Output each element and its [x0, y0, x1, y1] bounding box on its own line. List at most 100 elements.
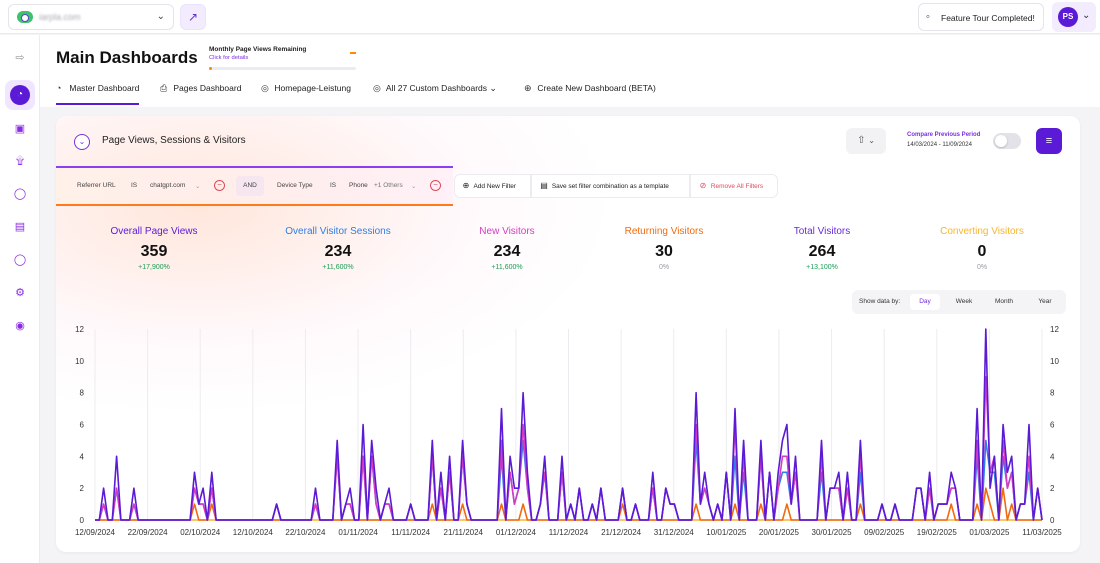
filter-1-field[interactable]: Referrer URL: [77, 182, 116, 189]
compare-toggle[interactable]: [993, 133, 1021, 149]
show-by-week[interactable]: Week: [955, 298, 973, 305]
y-tick-label: 12: [75, 325, 84, 334]
dashboard-header: Main Dashboards Monthly Page Views Remai…: [40, 35, 1100, 107]
shopping-bag-icon: ▣: [14, 123, 26, 135]
tab-create-dashboard[interactable]: ⊕ Create New Dashboard (BETA): [524, 83, 656, 105]
globe-icon: ◎: [373, 83, 381, 93]
block-icon: ⊘: [699, 181, 707, 190]
compare-range: 14/03/2024 - 11/09/2024: [907, 142, 972, 148]
metric-page-views[interactable]: Overall Page Views 359 +17,900%: [74, 226, 234, 271]
remove-filter-1-icon[interactable]: −: [214, 180, 225, 191]
y-tick-label: 12: [1050, 325, 1059, 334]
sidebar-item-sessions[interactable]: ▤: [9, 216, 31, 238]
metric-total-visitors[interactable]: Total Visitors 264 +13,100%: [742, 226, 902, 271]
spiral-icon: ۩: [15, 155, 25, 167]
metric-delta: +13,100%: [806, 264, 838, 271]
y-tick-label: 10: [75, 357, 84, 366]
globe-icon: ◎: [261, 83, 269, 93]
chevron-down-icon: ⌄: [156, 11, 165, 22]
chevron-down-icon: ⌄: [195, 183, 201, 190]
metric-delta: 0%: [658, 264, 670, 271]
chart-settings-button[interactable]: ≡: [1036, 128, 1062, 154]
user-icon: ◉: [15, 320, 25, 332]
tab-custom-dashboards[interactable]: ◎ All 27 Custom Dashboards ⌄: [373, 83, 497, 105]
metric-value: 234: [493, 243, 521, 260]
save-icon: ▤: [540, 181, 548, 190]
add-filter-button[interactable]: ⊕ Add New Filter: [454, 174, 531, 198]
sidebar-item-profile[interactable]: ◉: [9, 315, 31, 337]
metric-returning-visitors[interactable]: Returning Visitors 30 0%: [584, 226, 744, 271]
x-tick-label: 22/09/2024: [128, 528, 169, 537]
feature-tour-button[interactable]: ◦ Feature Tour Completed!: [918, 3, 1044, 31]
filter-2-value[interactable]: Phone: [349, 182, 368, 189]
y-tick-label: 0: [1050, 516, 1055, 525]
chevron-down-icon: ⌄: [868, 136, 875, 145]
tab-pages-dashboard[interactable]: ⎙ Pages Dashboard: [160, 83, 241, 105]
filter-2-field[interactable]: Device Type: [277, 182, 313, 189]
filter-2-operator[interactable]: IS: [330, 182, 337, 189]
x-tick-label: 09/02/2025: [864, 528, 905, 537]
x-tick-label: 19/02/2025: [917, 528, 958, 537]
show-data-by: Show data by: Day Week Month Year: [852, 290, 1066, 314]
gear-icon: ⚙: [15, 287, 25, 299]
sidebar-item-settings[interactable]: ⚙: [9, 282, 31, 304]
y-tick-label: 10: [1050, 357, 1059, 366]
metric-label: New Visitors: [479, 226, 535, 237]
quota-details-link[interactable]: Click for details: [209, 55, 249, 61]
y-tick-label: 6: [80, 421, 85, 430]
show-by-day[interactable]: Day: [910, 294, 940, 310]
share-icon: ⇧: [857, 135, 866, 146]
card-title: Page Views, Sessions & Visitors: [102, 135, 246, 146]
collapse-sidebar-icon[interactable]: ⇨: [15, 52, 25, 64]
tab-master-dashboard[interactable]: ◔ Master Dashboard: [56, 83, 140, 105]
x-tick-label: 22/10/2024: [285, 528, 326, 537]
chevron-down-icon: ⌄: [489, 83, 497, 93]
remove-filters-label: Remove All Filters: [710, 183, 764, 190]
remove-all-filters-button[interactable]: ⊘ Remove All Filters: [690, 174, 778, 198]
sidebar-item-realtime[interactable]: ۩: [9, 150, 31, 172]
filter-1-operator[interactable]: IS: [131, 182, 138, 189]
show-by-year[interactable]: Year: [1038, 298, 1052, 305]
save-filter-template-button[interactable]: ▤ Save set filter combination as a templ…: [531, 174, 690, 198]
monitor-icon: ▤: [14, 221, 26, 233]
and-connector[interactable]: AND: [236, 176, 264, 196]
x-tick-label: 12/10/2024: [233, 528, 274, 537]
metric-converting-visitors[interactable]: Converting Visitors 0 0%: [902, 226, 1062, 271]
y-tick-label: 2: [1050, 484, 1055, 493]
tab-label: Master Dashboard: [69, 83, 140, 93]
x-tick-label: 01/11/2024: [338, 528, 378, 537]
export-button[interactable]: ⇧ ⌄: [846, 128, 886, 154]
y-tick-label: 2: [80, 484, 85, 493]
tab-label: Homepage-Leistung: [274, 83, 351, 93]
site-logo-icon: [17, 11, 33, 23]
site-name: iarpla.com: [39, 12, 81, 22]
x-tick-label: 30/01/2025: [812, 528, 853, 537]
metric-visitor-sessions[interactable]: Overall Visitor Sessions 234 +11,600%: [258, 226, 418, 271]
sidebar-item-security[interactable]: ◯: [9, 249, 31, 271]
filter-bar: Referrer URL IS chatgpt.com ⌄ − AND Devi…: [56, 166, 453, 206]
show-data-by-label: Show data by:: [859, 298, 901, 305]
site-selector[interactable]: iarpla.com ⌄: [8, 4, 174, 30]
sidebar-item-users[interactable]: ◯: [9, 183, 31, 205]
avatar: PS: [1058, 7, 1078, 27]
save-filter-label: Save set filter combination as a templat…: [551, 183, 669, 190]
tab-homepage-leistung[interactable]: ◎ Homepage-Leistung: [261, 83, 351, 105]
remove-filter-2-icon[interactable]: −: [430, 180, 441, 191]
sidebar-item-ecommerce[interactable]: ▣: [9, 118, 31, 140]
filter-1-value[interactable]: chatgpt.com: [150, 182, 186, 189]
metric-new-visitors[interactable]: New Visitors 234 +11,600%: [427, 226, 587, 271]
y-tick-label: 6: [1050, 421, 1055, 430]
metric-value: 234: [324, 243, 352, 260]
user-menu[interactable]: PS ⌄: [1052, 2, 1096, 32]
sidebar-item-dashboard[interactable]: ◔: [5, 80, 35, 110]
quota-indicator: [350, 52, 356, 54]
tab-label: All 27 Custom Dashboards: [385, 83, 488, 93]
chart-icon: ⌄: [74, 134, 90, 150]
metric-value: 0: [977, 243, 987, 260]
series-line: [95, 328, 1043, 521]
users-icon: ◯: [13, 188, 27, 200]
filter-2-more: +1 Others: [374, 182, 403, 189]
show-by-month[interactable]: Month: [994, 298, 1014, 305]
external-link-button[interactable]: ↗: [180, 4, 206, 30]
quota-title: Monthly Page Views Remaining: [209, 46, 307, 53]
